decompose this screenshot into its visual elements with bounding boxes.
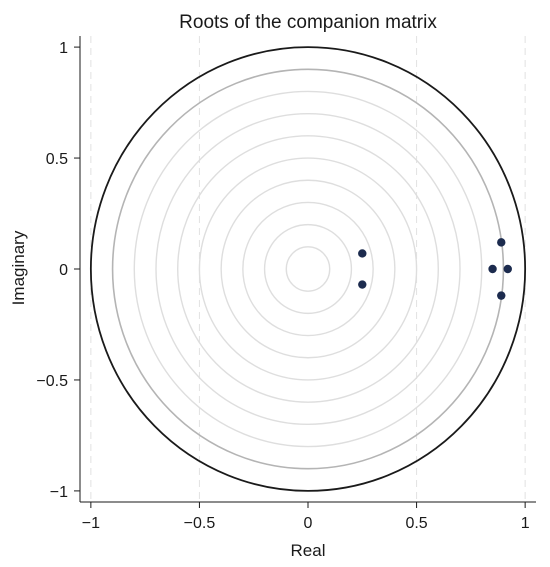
root-point <box>358 280 367 289</box>
reference-circle <box>220 179 396 359</box>
root-point <box>358 249 367 258</box>
reference-circle <box>111 68 505 470</box>
unit-circle <box>89 46 527 492</box>
y-tick-label: 1 <box>59 40 68 57</box>
reference-circle <box>242 201 374 337</box>
root-point <box>488 264 497 274</box>
x-tick-label: 1 <box>521 515 530 532</box>
x-tick-label: 0 <box>304 515 313 532</box>
x-tick-label: −0.5 <box>184 515 216 532</box>
reference-circle <box>198 157 418 381</box>
reference-circle <box>133 90 483 448</box>
root-point <box>497 291 506 300</box>
root-point <box>503 264 512 274</box>
x-tick-label: −1 <box>82 515 100 532</box>
y-axis-label: Imaginary <box>9 230 28 305</box>
reference-circle <box>263 223 353 315</box>
axes: −1 −0.5 0 0.5 1 −1 −0.5 0 0.5 1 <box>36 36 536 532</box>
reference-circle <box>285 246 331 292</box>
x-tick-label: 0.5 <box>405 515 427 532</box>
y-tick-label: −1 <box>50 484 68 501</box>
y-tick-label: −0.5 <box>36 373 68 390</box>
root-point <box>497 238 506 247</box>
reference-circles <box>89 46 527 492</box>
chart-title: Roots of the companion matrix <box>179 12 437 33</box>
y-tick-label: 0 <box>59 262 68 279</box>
reference-circle <box>155 112 461 426</box>
data-points <box>358 238 512 300</box>
x-axis-label: Real <box>291 541 326 560</box>
y-tick-label: 0.5 <box>46 151 68 168</box>
reference-circle <box>177 135 439 403</box>
